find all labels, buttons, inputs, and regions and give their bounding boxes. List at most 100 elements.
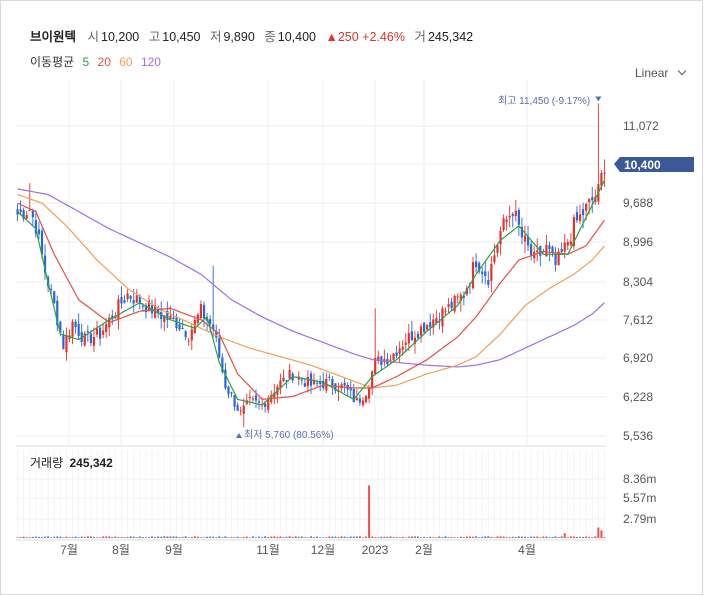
ma-5[interactable]: 5: [82, 55, 90, 69]
candle-body: [184, 331, 187, 338]
candle-body: [395, 352, 398, 357]
volume-bar: [25, 537, 28, 538]
candle-body: [22, 209, 25, 219]
scale-selector[interactable]: Linear: [635, 66, 686, 80]
volume-bar: [456, 537, 459, 538]
volume-bar: [499, 536, 502, 538]
volume-bar: [355, 536, 358, 538]
volume-bar: [404, 537, 407, 538]
grid-lines: [16, 80, 606, 541]
candle-body: [355, 398, 358, 401]
candle-body: [545, 245, 548, 257]
volume-bar: [337, 537, 340, 538]
volume-bar: [40, 537, 43, 538]
volume-bar: [99, 537, 102, 538]
volume-bar: [572, 536, 575, 538]
ma-20-line: [17, 202, 605, 401]
volume-bar: [203, 537, 206, 538]
candle-body: [484, 271, 487, 277]
volume-bar: [426, 537, 429, 538]
candle-body: [502, 218, 505, 231]
volume-bar: [407, 536, 410, 538]
candle-body: [340, 384, 343, 389]
volume-bar: [248, 537, 251, 538]
volume-bar: [111, 536, 114, 538]
candle-body: [157, 308, 160, 314]
candle-body: [209, 319, 212, 325]
candle-body: [31, 211, 34, 218]
ma-5-line: [17, 180, 606, 406]
volume-bar: [117, 536, 120, 538]
volume-bar: [420, 537, 423, 538]
volume-bar: [267, 537, 270, 538]
volume-bar: [233, 537, 236, 538]
volume-bar: [453, 537, 456, 538]
volume-bar: [352, 536, 355, 538]
volume-bar: [62, 537, 65, 538]
volume-bar: [508, 537, 511, 538]
candle-body: [285, 380, 288, 382]
volume-bar: [493, 537, 496, 538]
x-tick-label: 11월: [256, 543, 280, 557]
volume-bar: [251, 536, 254, 538]
volume-bar: [160, 536, 163, 538]
volume-bar: [288, 536, 291, 538]
candle-body: [135, 295, 138, 303]
candle-body: [371, 371, 374, 389]
candle-body: [105, 324, 108, 332]
time-axis: 7월 8월 9월 11월 12월 2023 2월 4월: [60, 543, 536, 557]
candle-body: [588, 199, 591, 203]
stock-name: 브이원텍: [30, 30, 77, 44]
candle-body: [28, 209, 31, 211]
ma-60[interactable]: 60: [119, 55, 133, 69]
candle-body: [166, 310, 169, 320]
volume-bar: [209, 536, 212, 538]
volume-bar: [65, 536, 68, 538]
candle-body: [248, 396, 251, 398]
volume-bar: [368, 485, 371, 538]
volume-bar: [132, 536, 135, 538]
volume-bar: [481, 536, 484, 538]
candle-body: [389, 359, 392, 361]
x-tick-label: 8월: [112, 543, 130, 557]
candle-body: [569, 241, 572, 245]
ma-20[interactable]: 20: [97, 55, 111, 69]
volume-bar: [144, 537, 147, 538]
volume-bar: [316, 536, 319, 538]
volume-bar: [28, 537, 31, 538]
volume-bar: [447, 537, 450, 538]
candle-body: [410, 331, 413, 341]
volume-bar: [597, 527, 600, 538]
candle-body: [423, 322, 426, 333]
volume-bar: [410, 536, 413, 538]
volume-bar: [502, 536, 505, 538]
volume-bar: [517, 536, 520, 538]
volume-bar: [423, 536, 426, 538]
ma-60-line: [17, 194, 605, 389]
candle-body: [426, 325, 429, 330]
volume-bar: [239, 537, 242, 538]
volume-bar: [591, 537, 594, 538]
volume-bar: [582, 537, 585, 538]
volume-bar: [114, 536, 117, 538]
candle-body: [114, 316, 117, 319]
y-tick-label: 11,072: [623, 119, 659, 133]
ma-120[interactable]: 120: [140, 55, 161, 69]
volume-bars: [16, 485, 606, 538]
volume-bar: [322, 537, 325, 538]
volume-bar: [306, 537, 309, 538]
volume-bar: [487, 536, 490, 538]
candle-body: [349, 387, 352, 391]
volume-bar: [80, 536, 83, 538]
candle-body: [169, 315, 172, 320]
candle-body: [493, 255, 496, 263]
candle-body: [520, 226, 524, 238]
volume-bar: [542, 536, 545, 538]
volume-label: 거: [414, 30, 426, 44]
candle-body: [603, 172, 606, 174]
candle-body: [511, 213, 514, 217]
price-badge-value: 10,400: [624, 158, 661, 172]
candle-body: [563, 242, 566, 252]
candle-body: [141, 305, 144, 307]
